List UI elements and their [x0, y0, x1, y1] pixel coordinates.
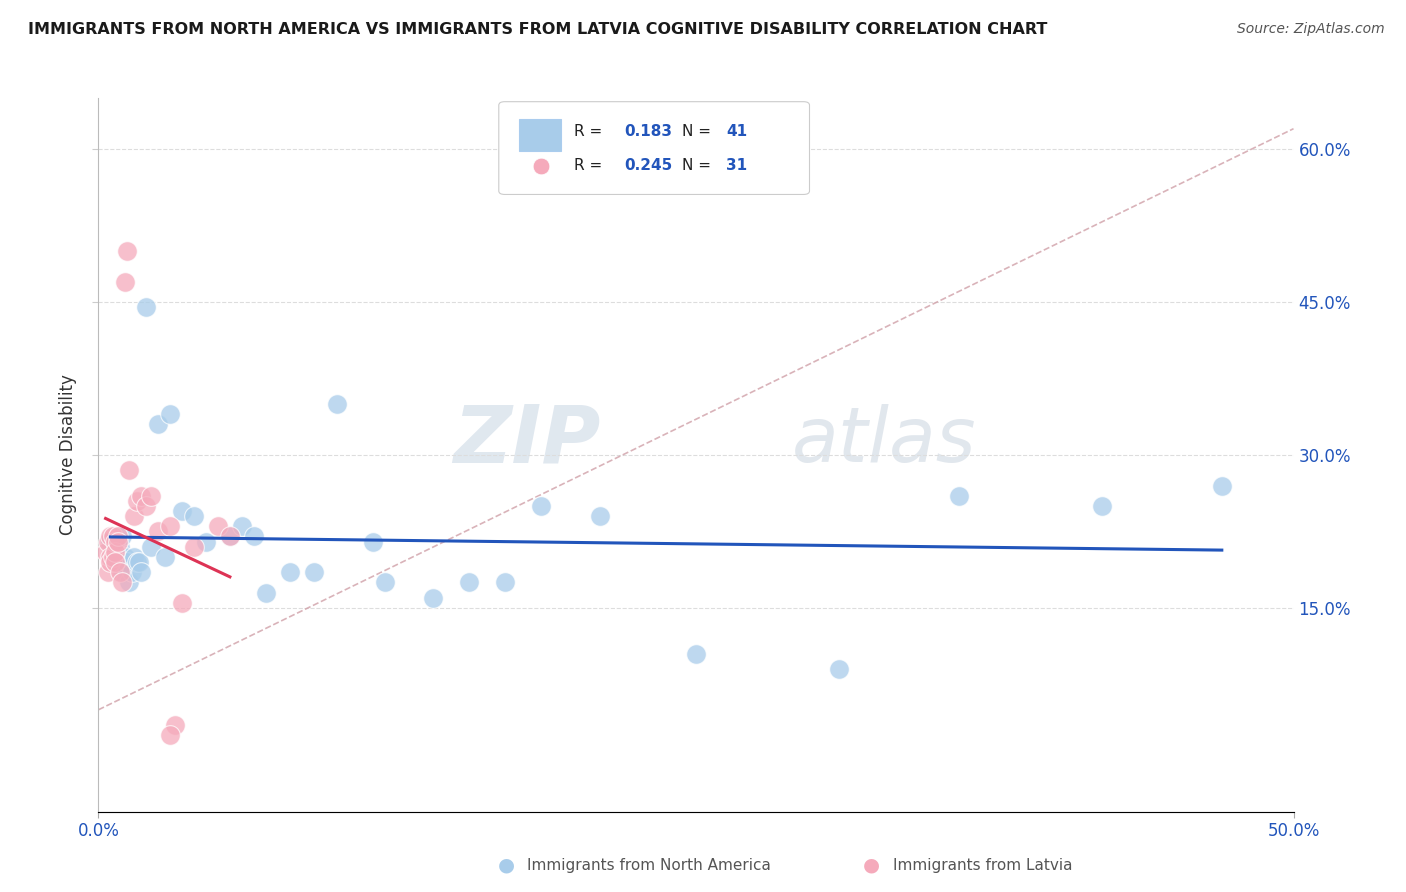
- Point: [118, 463, 141, 477]
- Text: R =: R =: [574, 159, 607, 173]
- Point: [458, 575, 481, 590]
- Point: [302, 565, 325, 579]
- Point: [254, 585, 277, 599]
- Point: [108, 565, 131, 579]
- Point: [1211, 478, 1233, 492]
- Point: [194, 534, 218, 549]
- Point: [172, 504, 194, 518]
- Point: [114, 275, 136, 289]
- Point: [183, 540, 205, 554]
- Point: [139, 489, 162, 503]
- Y-axis label: Cognitive Disability: Cognitive Disability: [59, 375, 77, 535]
- Point: [422, 591, 444, 605]
- Point: [121, 565, 143, 579]
- Point: [219, 529, 242, 543]
- Point: [219, 529, 242, 543]
- Text: Immigrants from Latvia: Immigrants from Latvia: [893, 858, 1073, 872]
- Point: [118, 575, 141, 590]
- Point: [948, 489, 970, 503]
- Text: N =: N =: [682, 159, 716, 173]
- Point: [115, 244, 138, 258]
- Point: [363, 534, 385, 549]
- Point: [125, 555, 148, 569]
- Point: [828, 662, 851, 676]
- Text: ●: ●: [498, 855, 515, 875]
- Point: [135, 300, 157, 314]
- Point: [529, 499, 551, 513]
- Point: [125, 493, 148, 508]
- Point: [131, 489, 153, 503]
- Point: [148, 417, 170, 432]
- Text: IMMIGRANTS FROM NORTH AMERICA VS IMMIGRANTS FROM LATVIA COGNITIVE DISABILITY COR: IMMIGRANTS FROM NORTH AMERICA VS IMMIGRA…: [28, 22, 1047, 37]
- Point: [163, 718, 186, 732]
- Text: R =: R =: [574, 124, 607, 139]
- Text: 0.183: 0.183: [624, 124, 672, 139]
- Point: [148, 524, 170, 539]
- Point: [97, 565, 120, 579]
- Point: [115, 555, 138, 569]
- Point: [1091, 499, 1114, 513]
- Text: Source: ZipAtlas.com: Source: ZipAtlas.com: [1237, 22, 1385, 37]
- Point: [131, 565, 153, 579]
- Point: [111, 565, 134, 579]
- Point: [159, 728, 181, 742]
- Point: [104, 534, 127, 549]
- Point: [98, 529, 122, 543]
- Point: [159, 407, 181, 421]
- Point: [104, 555, 127, 569]
- Text: N =: N =: [682, 124, 716, 139]
- Point: [326, 397, 349, 411]
- Point: [494, 575, 516, 590]
- FancyBboxPatch shape: [519, 119, 561, 151]
- Text: ZIP: ZIP: [453, 401, 600, 480]
- Point: [374, 575, 396, 590]
- Point: [98, 549, 122, 564]
- Point: [183, 509, 205, 524]
- Point: [108, 540, 131, 554]
- Point: [97, 534, 120, 549]
- Point: [207, 519, 229, 533]
- Point: [278, 565, 301, 579]
- FancyBboxPatch shape: [499, 102, 810, 194]
- Point: [172, 596, 194, 610]
- Point: [111, 575, 134, 590]
- Point: [124, 549, 146, 564]
- Point: [114, 549, 136, 564]
- Point: [107, 529, 129, 543]
- Point: [104, 549, 127, 564]
- Point: [107, 555, 129, 569]
- Point: [243, 529, 266, 543]
- Text: Immigrants from North America: Immigrants from North America: [527, 858, 770, 872]
- Text: ●: ●: [863, 855, 880, 875]
- Point: [94, 545, 117, 559]
- Text: 31: 31: [725, 159, 747, 173]
- Text: atlas: atlas: [792, 404, 976, 477]
- Point: [128, 555, 150, 569]
- Point: [159, 519, 181, 533]
- Point: [101, 529, 124, 543]
- Point: [98, 534, 122, 549]
- Point: [98, 555, 122, 569]
- Point: [101, 549, 124, 564]
- Text: 41: 41: [725, 124, 747, 139]
- Point: [104, 545, 127, 559]
- Point: [685, 647, 707, 661]
- Point: [155, 549, 177, 564]
- Point: [589, 509, 612, 524]
- Point: [135, 499, 157, 513]
- Text: 0.245: 0.245: [624, 159, 672, 173]
- Point: [111, 529, 134, 543]
- Point: [139, 540, 162, 554]
- Point: [124, 509, 146, 524]
- Point: [231, 519, 253, 533]
- Point: [107, 534, 129, 549]
